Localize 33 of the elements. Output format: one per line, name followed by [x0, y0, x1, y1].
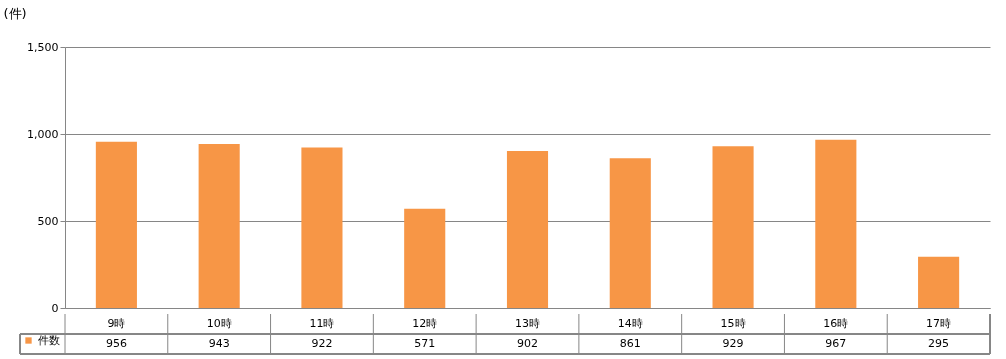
data-label: 956: [105, 337, 127, 350]
x-tick-label: 11時: [309, 317, 335, 330]
x-tick-label: 15時: [720, 317, 746, 330]
x-tick-label: 14時: [617, 317, 643, 330]
bar: [815, 139, 857, 308]
data-label: 943: [208, 337, 230, 350]
data-label: 922: [311, 337, 333, 350]
bar: [198, 143, 240, 308]
data-label: 902: [517, 337, 538, 350]
x-tick-label: 9時: [107, 317, 126, 330]
bar: [609, 158, 651, 308]
bar: [95, 141, 137, 308]
data-label: 967: [825, 337, 847, 350]
bar: [712, 146, 754, 308]
legend-label: 件数: [38, 333, 60, 347]
bar: [506, 151, 549, 308]
y-tick-label: 1,500: [27, 40, 59, 54]
data-label: 571: [414, 337, 436, 350]
x-tick-label: 10時: [206, 317, 232, 330]
data-label: 929: [722, 337, 744, 350]
bar: [301, 147, 343, 308]
y-tick-label: 0: [51, 301, 59, 315]
x-tick-label: 12時: [412, 317, 438, 330]
bar: [918, 256, 960, 308]
y-tick-label: 1,000: [27, 127, 59, 141]
x-tick-label: 13時: [515, 317, 540, 330]
data-label: 861: [619, 337, 641, 350]
x-tick-label: 17時: [926, 317, 952, 330]
y-tick-label: 500: [37, 214, 59, 228]
x-tick-label: 16時: [823, 317, 849, 330]
data-label: 295: [928, 337, 950, 350]
y-axis-title: (件): [3, 5, 27, 21]
bar: [404, 208, 446, 308]
